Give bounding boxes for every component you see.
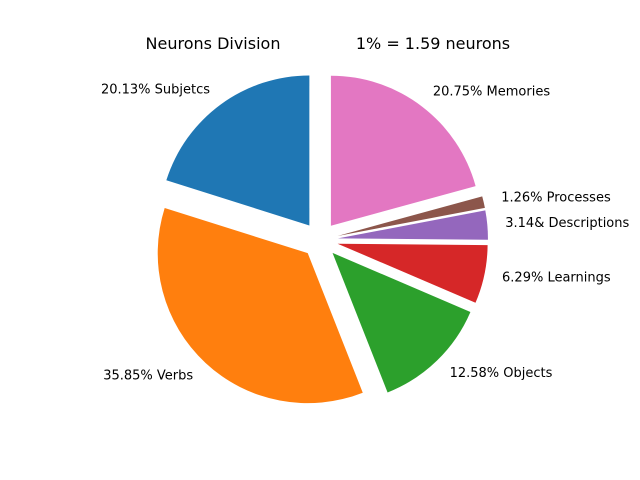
pie-label-subjetcs: 20.13% Subjetcs <box>101 82 210 97</box>
pie-slice-learnings <box>337 243 488 303</box>
pie-slices <box>157 75 488 404</box>
pie-label-learnings: 6.29% Learnings <box>502 271 611 286</box>
pie-slice-verbs <box>157 207 363 404</box>
pie-slice-descriptions <box>337 210 488 240</box>
pie-label-descriptions: 3.14& Descriptions <box>505 216 629 231</box>
chart-subtitle: 1% = 1.59 neurons <box>356 34 510 53</box>
pie-label-verbs: 35.85% Verbs <box>103 369 193 384</box>
pie-slice-processes <box>337 196 485 236</box>
pie-label-objects: 12.58% Objects <box>450 366 553 381</box>
chart-title: Neurons Division <box>146 34 281 53</box>
pie-label-processes: 1.26% Processes <box>501 191 611 206</box>
pie-slice-memories <box>330 75 476 226</box>
pie-slice-objects <box>332 252 471 393</box>
pie-slice-subjetcs <box>166 75 310 226</box>
pie-label-memories: 20.75% Memories <box>433 85 550 100</box>
pie-labels: 20.13% Subjetcs 35.85% Verbs 12.58% Object… <box>101 82 630 383</box>
